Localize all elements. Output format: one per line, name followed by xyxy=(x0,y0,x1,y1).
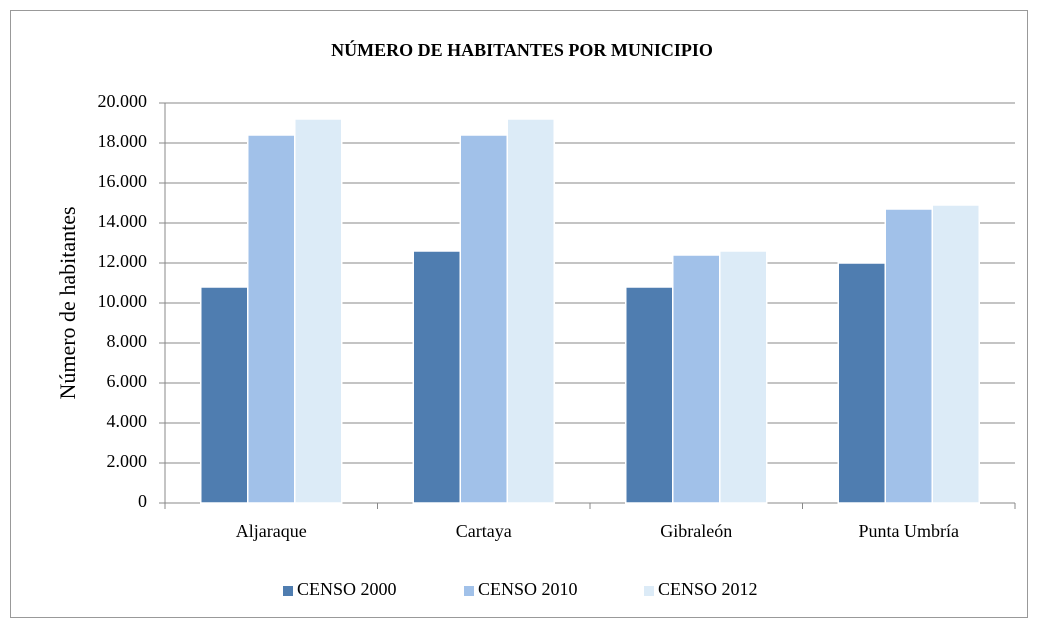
bar xyxy=(625,286,674,504)
bar xyxy=(719,250,768,504)
y-tick-label: 0 xyxy=(138,491,147,511)
bar xyxy=(412,250,461,504)
x-tick-label: Punta Umbría xyxy=(859,521,960,541)
legend-label: CENSO 2000 xyxy=(297,579,397,599)
x-tick-label: Cartaya xyxy=(456,521,512,541)
y-tick-label: 10.000 xyxy=(98,291,148,311)
chart-title: NÚMERO DE HABITANTES POR MUNICIPIO xyxy=(331,39,713,60)
bar xyxy=(837,262,886,504)
y-tick-label: 4.000 xyxy=(107,411,148,431)
legend-swatch xyxy=(644,586,654,596)
bar xyxy=(884,208,933,504)
legend-swatch xyxy=(283,586,293,596)
bar xyxy=(506,118,555,504)
y-tick-label: 16.000 xyxy=(98,171,148,191)
bar xyxy=(672,254,721,504)
y-tick-label: 20.000 xyxy=(98,91,148,111)
y-axis-title: Número de habitantes xyxy=(55,206,80,399)
legend-swatch xyxy=(464,586,474,596)
y-tick-label: 6.000 xyxy=(107,371,148,391)
bar xyxy=(459,134,508,504)
x-tick-label: Gibraleón xyxy=(660,521,732,541)
y-tick-label: 12.000 xyxy=(98,251,148,271)
y-tick-label: 14.000 xyxy=(98,211,148,231)
y-tick-label: 2.000 xyxy=(107,451,148,471)
bar xyxy=(247,134,296,504)
x-tick-label: Aljaraque xyxy=(236,521,307,541)
bar xyxy=(294,118,343,504)
legend-label: CENSO 2010 xyxy=(478,579,578,599)
legend-label: CENSO 2012 xyxy=(658,579,758,599)
y-tick-label: 8.000 xyxy=(107,331,148,351)
y-tick-label: 18.000 xyxy=(98,131,148,151)
bar xyxy=(200,286,249,504)
bar xyxy=(931,204,980,504)
